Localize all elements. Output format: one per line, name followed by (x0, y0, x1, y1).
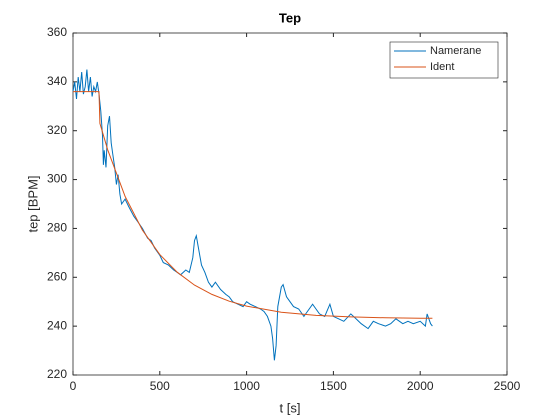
x-axis-label: t [s] (280, 400, 301, 415)
x-tick-label: 1000 (233, 379, 260, 393)
y-tick-label: 240 (47, 318, 67, 332)
legend-box (389, 41, 499, 79)
data-line (72, 69, 433, 361)
x-tick-label: 500 (150, 379, 170, 393)
y-tick-label: 360 (47, 25, 67, 39)
x-tick-label: 2000 (407, 379, 434, 393)
x-tick-label: 0 (70, 379, 77, 393)
legend-label: Ident (430, 61, 454, 73)
chart-title: Tep (279, 10, 301, 25)
y-tick-label: 220 (47, 367, 67, 381)
x-tick-label: 2500 (494, 379, 521, 393)
y-tick-label: 340 (47, 74, 67, 88)
y-tick-label: 260 (47, 269, 67, 283)
y-tick-label: 320 (47, 123, 67, 137)
data-line (73, 91, 433, 319)
plot-area (72, 32, 508, 376)
y-tick-label: 280 (47, 221, 67, 235)
y-axis-label: tep [BPM] (25, 175, 40, 232)
y-tick-label: 300 (47, 172, 67, 186)
x-tick-label: 1500 (320, 379, 347, 393)
legend-label: Namerane (430, 45, 481, 57)
